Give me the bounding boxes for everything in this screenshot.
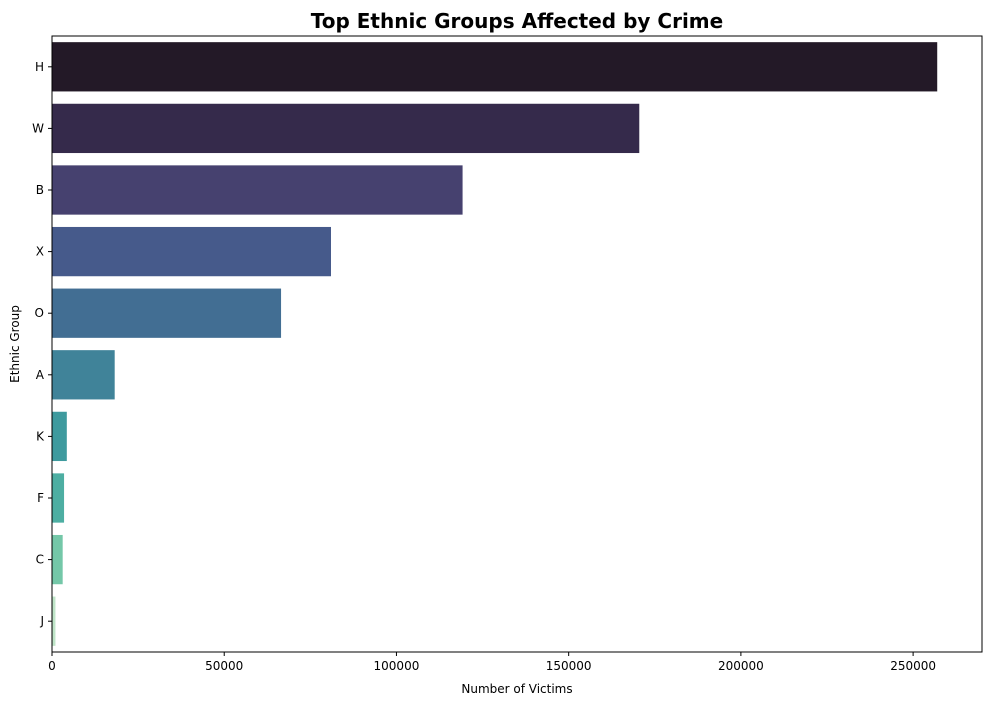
bar-B: [52, 165, 463, 215]
y-axis-label: Ethnic Group: [8, 305, 22, 383]
bar-C: [52, 534, 63, 585]
bar-F: [52, 473, 65, 523]
chart-title: Top Ethnic Groups Affected by Crime: [311, 9, 723, 33]
x-tick-label: 250000: [890, 659, 936, 673]
y-tick-label: X: [36, 245, 44, 259]
x-tick-label: 150000: [546, 659, 592, 673]
bars-group: [52, 42, 938, 646]
y-tick-label: F: [37, 491, 44, 505]
y-tick-label: A: [36, 368, 45, 382]
y-tick-label: O: [35, 306, 44, 320]
y-tick-label: H: [35, 60, 44, 74]
bar-O: [52, 288, 282, 338]
x-tick-label: 100000: [374, 659, 420, 673]
bar-X: [52, 226, 331, 277]
bar-A: [52, 350, 115, 400]
bar-K: [52, 411, 67, 462]
y-axis-ticks: H W B X O A K F C J: [32, 60, 52, 628]
x-tick-label: 0: [48, 659, 56, 673]
bar-H: [52, 42, 938, 92]
y-tick-label: B: [36, 183, 44, 197]
x-axis-ticks: 0 50000 100000 150000 200000 250000: [48, 652, 936, 673]
bar-W: [52, 103, 640, 154]
y-tick-label: C: [36, 553, 44, 567]
plot-frame: [51, 35, 983, 653]
y-tick-label: K: [36, 429, 45, 443]
bar-J: [52, 596, 56, 646]
y-tick-label: J: [39, 614, 44, 628]
x-axis-label: Number of Victims: [461, 682, 572, 696]
x-tick-label: 200000: [718, 659, 764, 673]
x-tick-label: 50000: [205, 659, 243, 673]
y-tick-label: W: [32, 121, 44, 135]
